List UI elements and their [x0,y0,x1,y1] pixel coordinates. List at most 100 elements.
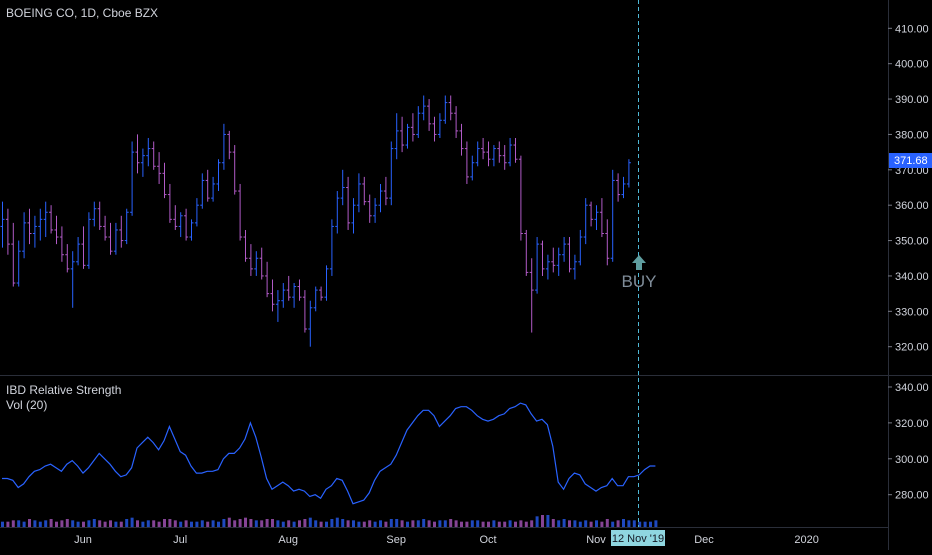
ohlc-bar [265,261,270,298]
volume-bar [335,517,339,527]
ohlc-bar [599,198,604,238]
volume-bar [87,520,91,527]
volume-bar [352,520,355,527]
volume-bar [98,520,102,527]
ohlc-bar [437,113,442,138]
ohlc-bar [16,240,21,287]
ohlc-bar [324,265,329,301]
ohlc-bar [540,240,545,276]
volume-bar [244,517,247,527]
rs-line-group [2,402,656,505]
ohlc-bar [248,244,253,276]
volume-bar [438,520,442,527]
last-price-tag-bg [889,153,932,168]
ohlc-bar [389,141,394,206]
indicator-legend-volume[interactable]: Vol (20) [6,398,47,412]
volume-bar [422,519,426,527]
rs-axis-label: 280.00 [895,490,929,502]
volume-bar [449,519,453,527]
ohlc-bar [22,212,27,259]
volume-bar [130,517,134,527]
volume-bar [119,521,123,527]
ohlc-bar [49,205,54,234]
price-axis-label: 330.00 [895,306,929,318]
volume-bar [6,521,10,527]
volume-bar [406,521,409,527]
ohlc-bar [281,283,286,308]
volume-bar [573,520,577,527]
volume-bar [292,521,296,527]
volume-bar [217,521,220,527]
ohlc-bar [292,283,297,308]
volume-bar [541,515,544,527]
ohlc-bar [43,201,48,238]
volume-bar [163,519,166,527]
volume-bar [76,521,80,527]
volume-bar [179,521,183,527]
rs-axis[interactable]: 280.00 300.00 320.00 340.00 [888,382,929,502]
volume-bar [578,521,582,527]
volume-bar [627,520,631,527]
ohlc-bar [610,169,615,262]
volume-bar [460,521,463,527]
ohlc-bar [508,137,513,167]
time-axis[interactable]: Jun Jul Aug Sep Oct Nov Dec 2020 [74,534,819,546]
ohlc-bar [340,169,345,206]
volume-bar [487,521,490,527]
volume-bar [325,521,328,527]
ohlc-bar [421,95,426,121]
price-axis-label: 320.00 [895,342,929,354]
volume-bar [146,520,150,527]
ohlc-bar [432,116,437,142]
buy-signal[interactable]: BUY [622,255,657,291]
volume-bar [546,515,550,527]
volume-bar [649,521,652,527]
ohlc-bar [38,208,43,241]
volume-bar [227,517,231,527]
price-axis-label: 410.00 [895,23,929,35]
volume-bar [551,519,555,527]
time-axis-label: Oct [479,534,496,546]
ohlc-bar [502,145,507,170]
volume-bar [368,520,372,527]
volume-bar [514,521,517,527]
rs-series-line [2,402,656,505]
volume-bar [433,521,436,527]
volume-bar [562,519,566,527]
volume-bar [211,520,215,527]
ohlc-bar [140,148,145,177]
volume-bar [1,521,4,527]
price-axis[interactable]: 320.00330.00340.00350.00360.00370.00380.… [888,23,929,354]
ohlc-bar [221,123,226,170]
ohlc-bar [583,198,588,245]
ohlc-bar [556,247,561,276]
volume-bar [298,520,301,527]
volume-bar [222,519,226,527]
ohlc-bar [178,212,183,238]
symbol-title[interactable]: BOEING CO, 1D, Cboe BZX [6,6,158,20]
volume-bar [643,521,647,527]
volume-bar [265,519,269,527]
ohlc-bar [275,290,280,322]
volume-bar [125,519,129,527]
ohlc-bar [54,215,59,245]
volume-bar [411,520,415,527]
ohlc-bar [448,95,453,121]
ohlc-bar [254,251,259,276]
volume-bar [595,520,598,527]
volume-bar [330,519,334,527]
volume-bar [632,520,636,527]
ohlc-bar [130,141,135,216]
ohlc-bar [567,237,572,273]
ohlc-bar [167,183,172,223]
crosshair-date-label-bg [611,530,665,546]
volume-bars [1,515,658,527]
indicator-legend-rs[interactable]: IBD Relative Strength [6,383,121,397]
ohlc-bar [373,198,378,223]
ohlc-bar [259,247,264,280]
volume-bar [470,520,474,527]
volume-bar [611,521,615,527]
ohlc-bar [356,173,361,213]
time-axis-label: Aug [278,534,298,546]
